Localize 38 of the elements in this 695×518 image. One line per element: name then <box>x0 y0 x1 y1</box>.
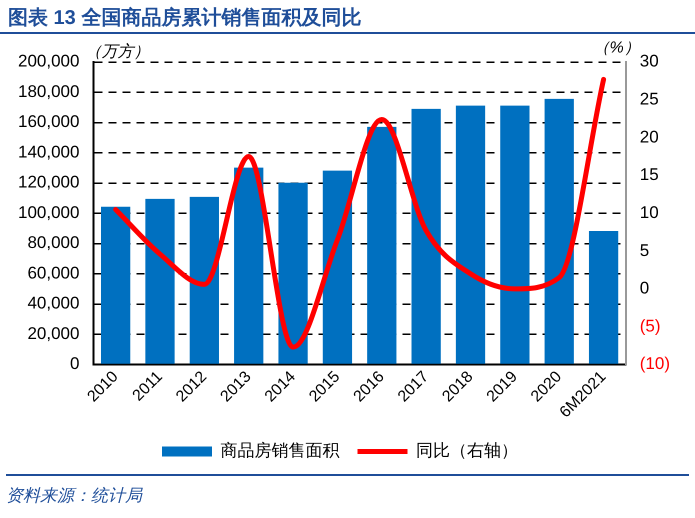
bar <box>412 108 441 364</box>
text: 资料来源：统计局 <box>6 485 144 507</box>
bar <box>500 106 530 364</box>
y-tick-label: 160,000 <box>18 112 80 132</box>
bar <box>234 168 264 364</box>
bar <box>100 206 130 364</box>
legend-label: 商品房销售面积 <box>220 441 340 460</box>
y-tick-label: 120,000 <box>18 172 80 192</box>
chart-title: 图表 13 全国商品房累计销售面积及同比 <box>0 0 695 34</box>
y-tick-label: 180,000 <box>18 82 80 101</box>
bar <box>322 170 352 364</box>
y2-tick-label: (5) <box>640 316 661 336</box>
y-tick-label: 40,000 <box>27 294 80 313</box>
y-tick-label: 100,000 <box>18 202 80 222</box>
y-tick-label: 200,000 <box>18 52 80 71</box>
bar <box>544 98 574 364</box>
y2-tick-label: 15 <box>640 165 659 184</box>
y2-tick-label: 10 <box>640 202 659 222</box>
bar <box>145 198 175 364</box>
y2-tick-label: 5 <box>640 240 650 260</box>
y-tick-label: 0 <box>70 354 80 374</box>
bar <box>367 126 396 364</box>
y2-tick-label: 25 <box>640 90 659 109</box>
bar <box>456 106 486 364</box>
y2-axis-title: （%） <box>594 39 640 56</box>
y2-tick-label: 0 <box>640 278 650 298</box>
bar <box>190 196 219 364</box>
bar <box>278 182 308 364</box>
y2-tick-label: (10) <box>640 354 670 374</box>
bar <box>588 230 618 364</box>
y-tick-label: 20,000 <box>27 324 80 343</box>
y-axis-title: （万方） <box>85 42 150 60</box>
y-tick-label: 60,000 <box>27 263 80 282</box>
y2-tick-label: 20 <box>640 127 659 146</box>
y2-tick-label: 30 <box>640 52 659 71</box>
legend-label: 同比（右轴） <box>416 441 518 460</box>
y-tick-label: 80,000 <box>27 233 80 252</box>
y-tick-label: 140,000 <box>18 142 80 162</box>
